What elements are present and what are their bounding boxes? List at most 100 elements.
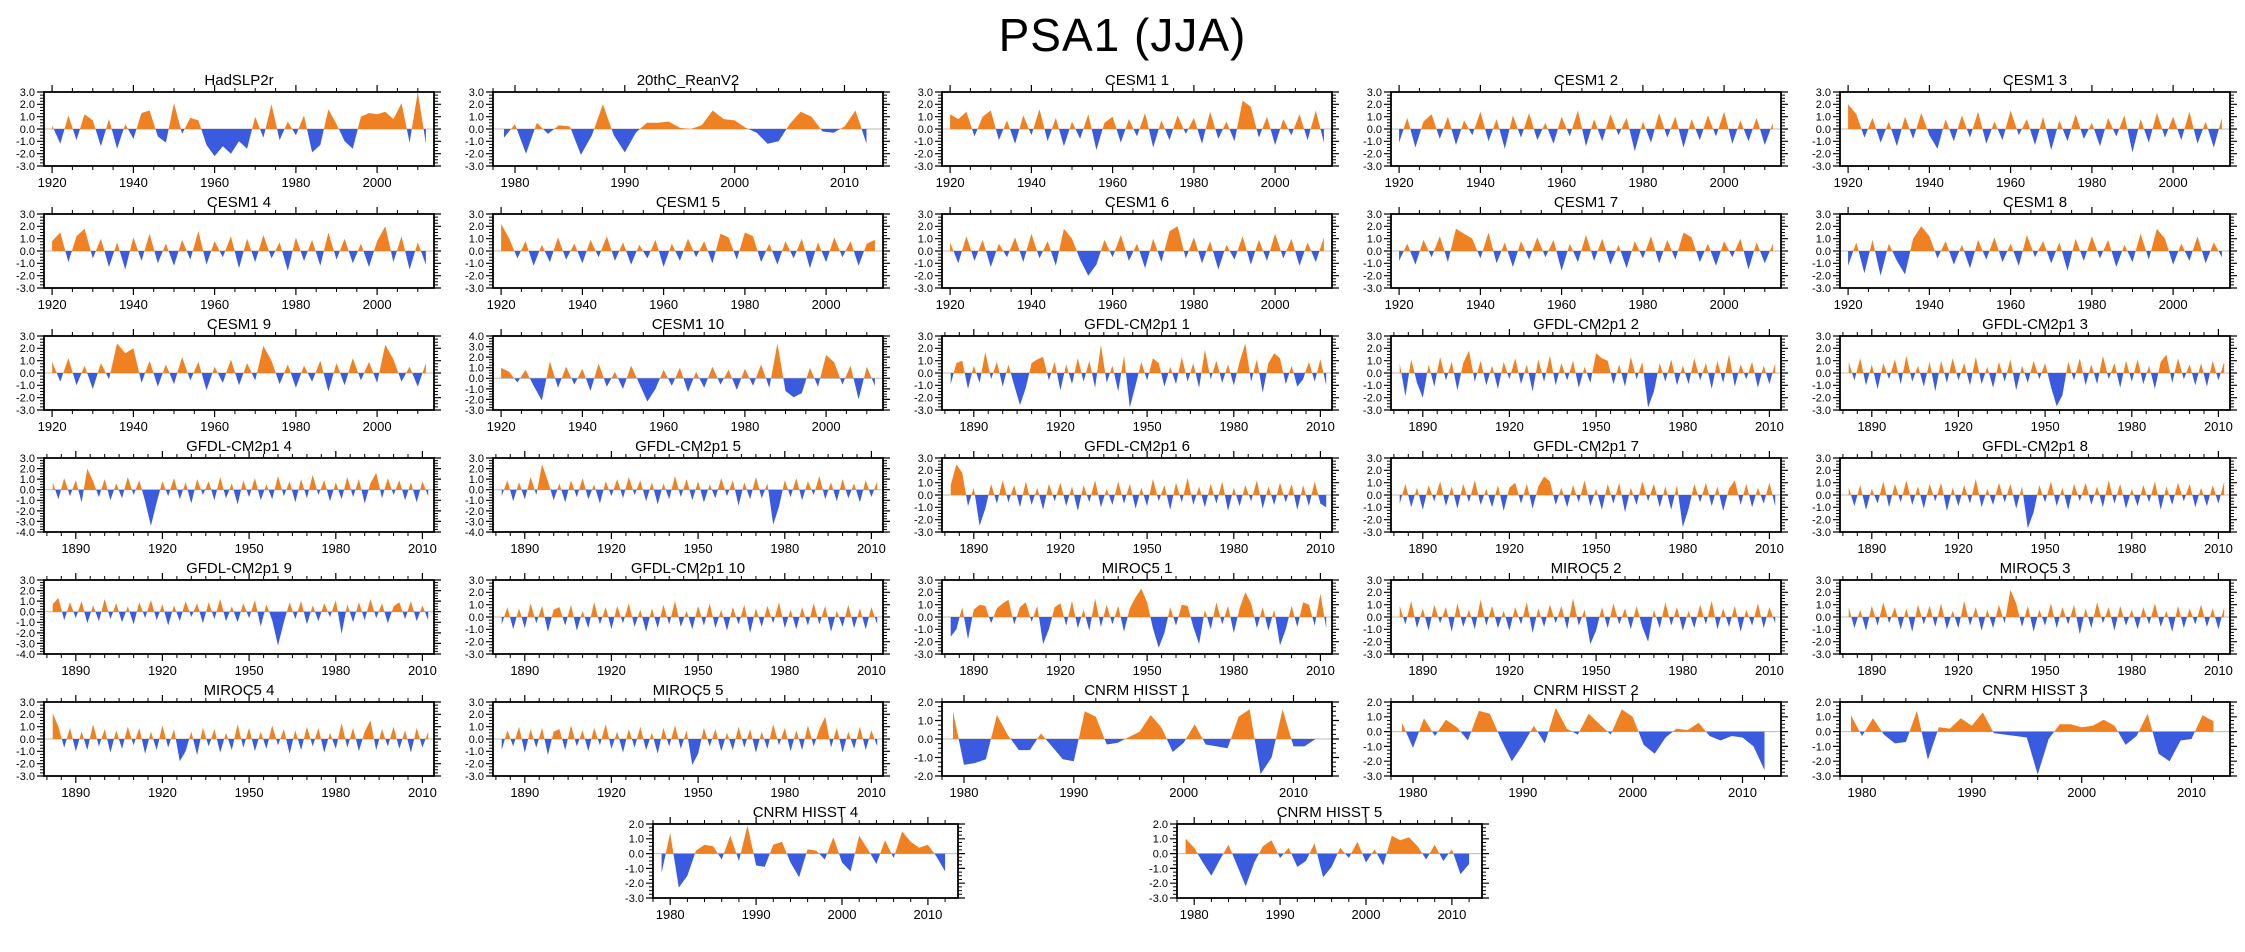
minor-tick-marks: [489, 332, 887, 414]
panel-grid-bottom: CNRM HISST 4 -3.0 -2.0 -1.0 0.0 1.0 2.0 1980 199…: [0, 804, 2175, 926]
panel-title: GFDL-CM2p1 7: [1533, 438, 1639, 455]
major-tick-marks: [1384, 451, 1788, 539]
major-tick-marks: [486, 695, 890, 783]
negative-anomaly-area: [61, 611, 429, 646]
x-tick-label: 1980: [321, 785, 350, 800]
positive-anomaly-area: [501, 601, 878, 617]
major-tick-marks: [1384, 85, 1788, 173]
y-tick-label: -1.0: [1363, 258, 1382, 270]
x-tick-label: 1890: [1857, 663, 1886, 678]
y-tick-label: -3.0: [914, 405, 933, 417]
y-tick-label: -3.0: [1363, 405, 1382, 417]
minor-tick-marks: [938, 210, 1336, 292]
x-tick-label: 1980: [2117, 541, 2146, 556]
plot: MIROC5 1 -3.0-2.0-1.00.01.02.03.0 1890 1920…: [914, 560, 1339, 678]
plot: GFDL-CM2p1 9 -4.0-3.0-2.0-1.00.01.02.03.0…: [16, 560, 441, 678]
minor-tick-marks: [1836, 332, 2234, 414]
y-tick-label: 3.0: [1367, 453, 1382, 465]
y-tick-label: 3.0: [1816, 209, 1831, 221]
x-tick-label: 1980: [655, 907, 684, 922]
x-tick-label: 1940: [119, 419, 148, 434]
y-tick-label: 1.0: [469, 234, 484, 246]
panel-gfdl-cm2p1-4: GFDL-CM2p1 4 -4.0 -3.0 -2.0 -1.0 0.0 1.0 2.0 3.0…: [0, 438, 449, 560]
x-tick-label: 1890: [959, 419, 988, 434]
major-tick-marks: [1384, 695, 1788, 783]
y-tick-label: -1.0: [1812, 380, 1831, 392]
panel-20thc-reanv2: 20thC_ReanV2 -3.0 -2.0 -1.0 0.0 1.0 2.0 3.0 1980…: [449, 72, 898, 194]
panel-cesm1-1: CESM1 1 -3.0 -2.0 -1.0 0.0 1.0 2.0 3.0 1920 1940 1…: [898, 72, 1347, 194]
plot: CNRM HISST 1 -2.0 -1.0 0.0 1.0 2.0 1980 1990 200…: [914, 682, 1339, 800]
panel-miroc5-1: MIROC5 1 -3.0 -2.0 -1.0 0.0 1.0 2.0 3.0 1890 1920…: [898, 560, 1347, 682]
panel-title: MIROC5 3: [2000, 560, 2071, 577]
panel-title: GFDL-CM2p1 8: [1982, 438, 2088, 455]
plot: CNRM HISST 3 -3.0 -2.0 -1.0 0.0 1.0 2.0 1980 199…: [1812, 682, 2237, 800]
positive-anomaly-area: [1399, 476, 1776, 495]
minor-tick-marks: [1836, 210, 2234, 292]
y-tick-label: -3.0: [914, 161, 933, 173]
y-tick-label: 3.0: [469, 697, 484, 709]
plot: CESM1 10 -3.0-2.0-1.00.01.02.03.04.0 1920 1…: [465, 316, 890, 434]
panel-title: GFDL-CM2p1 2: [1533, 316, 1639, 333]
y-tick-label: 0.0: [20, 246, 35, 258]
negative-anomaly-area: [1399, 495, 1776, 528]
y-tick-label: 3.0: [20, 575, 35, 587]
y-tick-label: 3.0: [918, 575, 933, 587]
major-tick-marks: [37, 695, 441, 783]
plot: CESM1 4 -3.0-2.0-1.00.01.02.03.0 1920 1940 1…: [16, 194, 441, 312]
panel-gfdl-cm2p1-1: GFDL-CM2p1 1 -3.0 -2.0 -1.0 0.0 1.0 2.0 3.0 1890…: [898, 316, 1347, 438]
panel-cesm1-8: CESM1 8 -3.0 -2.0 -1.0 0.0 1.0 2.0 3.0 1920 1940 1…: [1796, 194, 2245, 316]
x-tick-label: 2000: [363, 297, 392, 312]
panel-miroc5-2: MIROC5 2 -3.0 -2.0 -1.0 0.0 1.0 2.0 3.0 1890 1920…: [1347, 560, 1796, 682]
x-tick-label: 1950: [2031, 419, 2060, 434]
x-tick-label: 1920: [1495, 541, 1524, 556]
panel-title: MIROC5 5: [653, 682, 724, 699]
x-tick-label: 1950: [1582, 419, 1611, 434]
y-tick-label: 1.0: [1367, 234, 1382, 246]
y-tick-label: 2.0: [918, 587, 933, 599]
x-tick-label: 1980: [281, 297, 310, 312]
y-tick-label: -1.0: [465, 384, 484, 396]
y-tick-label: -3.0: [1812, 161, 1831, 173]
y-tick-label: 3.0: [20, 697, 35, 709]
major-tick-marks: [935, 329, 1339, 417]
plot: CNRM HISST 5 -3.0 -2.0 -1.0 0.0 1.0 2.0 1980 199…: [1149, 804, 1489, 922]
minor-tick-marks: [1836, 88, 2234, 170]
minor-tick-marks: [1387, 454, 1785, 536]
x-tick-label: 1920: [1046, 419, 1075, 434]
minor-tick-marks: [40, 698, 438, 780]
y-tick-label: 0.0: [469, 485, 484, 497]
x-tick-label: 1980: [1179, 175, 1208, 190]
y-tick-label: 0.0: [918, 124, 933, 136]
x-tick-label: 1940: [1915, 175, 1944, 190]
plot: CESM1 1 -3.0-2.0-1.00.01.02.03.0 1920 1940 1…: [914, 72, 1339, 190]
panel-gfdl-cm2p1-8: GFDL-CM2p1 8 -3.0 -2.0 -1.0 0.0 1.0 2.0 3.0 1890…: [1796, 438, 2245, 560]
y-tick-label: 2.0: [1367, 343, 1382, 355]
x-tick-label: 1920: [1046, 663, 1075, 678]
x-tick-label: 1920: [38, 419, 67, 434]
panel-cesm1-10: CESM1 10 -3.0 -2.0 -1.0 0.0 1.0 2.0 3.0 4.0 1920 1…: [449, 316, 898, 438]
minor-tick-marks: [40, 576, 438, 658]
x-tick-label: 1980: [1668, 541, 1697, 556]
y-tick-label: -3.0: [465, 161, 484, 173]
x-tick-label: 1980: [1668, 419, 1697, 434]
y-tick-label: -2.0: [16, 149, 35, 161]
x-tick-label: 2000: [2159, 175, 2188, 190]
y-tick-label: 2.0: [20, 709, 35, 721]
x-tick-label: 1980: [2077, 297, 2106, 312]
major-tick-marks: [935, 573, 1339, 661]
x-tick-label: 1980: [1668, 663, 1697, 678]
y-tick-label: 2.0: [20, 463, 35, 475]
positive-anomaly-area: [950, 343, 1327, 373]
y-tick-label: 2.0: [1816, 99, 1831, 111]
positive-anomaly-area: [661, 825, 945, 854]
y-tick-label: 3.0: [1816, 453, 1831, 465]
minor-tick-marks: [489, 88, 887, 170]
y-tick-label: -4.0: [465, 527, 484, 539]
x-tick-label: 2000: [1169, 785, 1198, 800]
x-tick-label: 1950: [235, 785, 264, 800]
panel-cnrm-hisst-2: CNRM HISST 2 -3.0 -2.0 -1.0 0.0 1.0 2.0 1980 199…: [1347, 682, 1796, 804]
x-tick-label: 1960: [1098, 297, 1127, 312]
y-tick-label: 1.0: [1816, 478, 1831, 490]
x-tick-label: 1890: [1857, 419, 1886, 434]
y-tick-label: 1.0: [469, 600, 484, 612]
